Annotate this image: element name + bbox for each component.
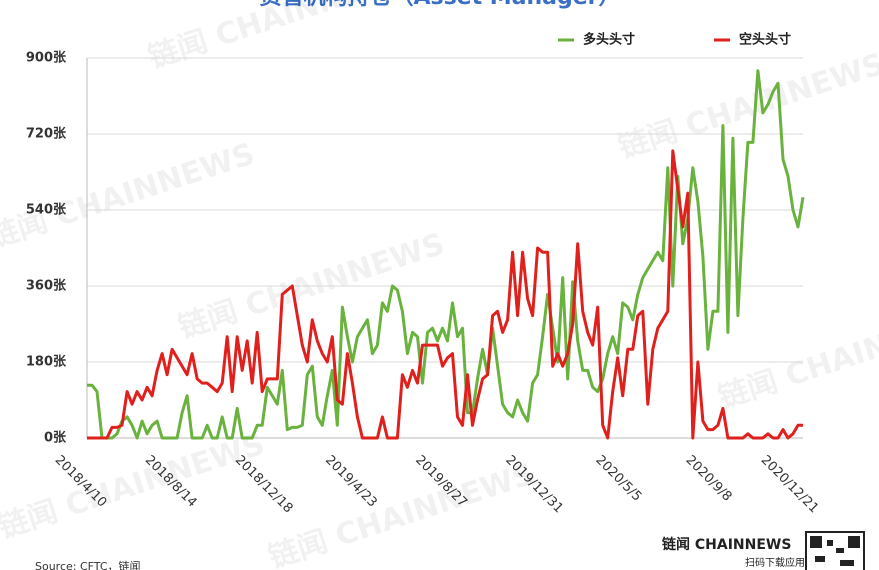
logo: 链闻 CHAINNEWS bbox=[662, 536, 791, 553]
x-tick-label: 2020/9/8 bbox=[683, 453, 735, 505]
series-line bbox=[87, 149, 803, 440]
watermark: 链闻 CHAINNEWS bbox=[0, 137, 259, 256]
y-tick-label: 180张 bbox=[26, 355, 67, 370]
y-tick-label: 900张 bbox=[26, 51, 67, 66]
x-tick-label: 2018/12/18 bbox=[232, 453, 296, 517]
x-tick-label: 2019/4/23 bbox=[322, 453, 380, 511]
series-line bbox=[87, 69, 805, 440]
chart-title: 资管机构持仓（Asset Manager） bbox=[259, 0, 620, 10]
y-tick-label: 720张 bbox=[26, 127, 67, 142]
y-tick-label: 0张 bbox=[44, 431, 67, 446]
watermark: 链闻 CHAINNEWS bbox=[264, 457, 539, 570]
y-tick-label: 360张 bbox=[26, 279, 67, 294]
legend-label: 空头头寸 bbox=[739, 32, 791, 48]
x-tick-label: 2020/5/5 bbox=[592, 453, 644, 505]
source: Source: CFTC，链闻 bbox=[35, 559, 141, 570]
watermark: 链闻 CHAINNEWS bbox=[0, 427, 269, 546]
legend-label: 多头头寸 bbox=[583, 32, 635, 48]
y-tick-label: 540张 bbox=[26, 203, 67, 218]
qr-code bbox=[805, 531, 865, 570]
watermark: 链闻 CHAINNEWS bbox=[144, 0, 419, 76]
x-tick-label: 2020/12/21 bbox=[758, 453, 822, 517]
logo-caption: 扫码下载应用 bbox=[745, 556, 805, 569]
